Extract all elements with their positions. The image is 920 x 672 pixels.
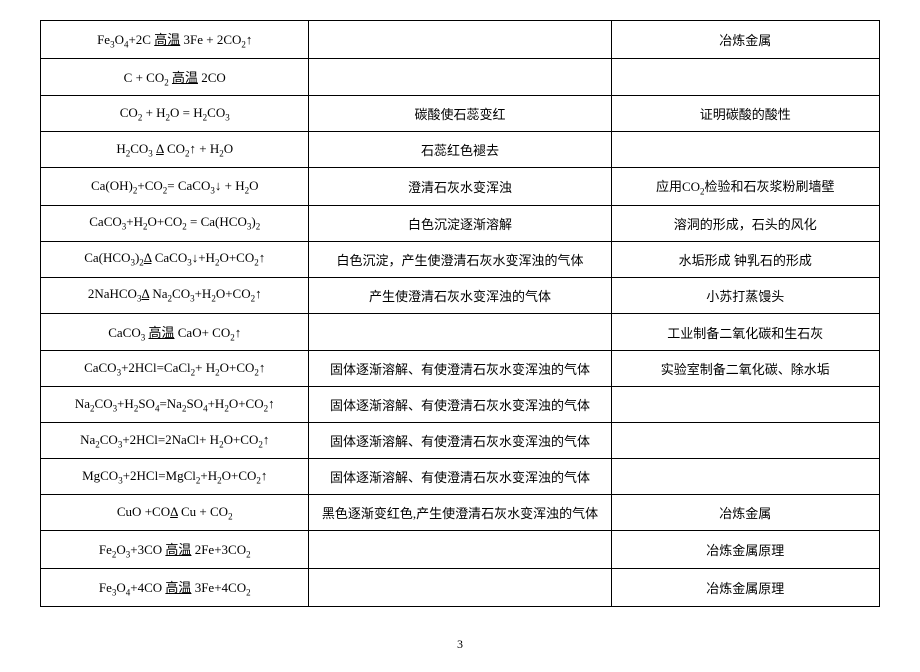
phenomenon-cell — [309, 313, 611, 351]
application-cell: 水垢形成 钟乳石的形成 — [611, 241, 880, 277]
table-row: CaCO3+H2O+CO2 = Ca(HCO3)2白色沉淀逐渐溶解溶洞的形成，石… — [41, 205, 880, 241]
application-cell: 溶洞的形成，石头的风化 — [611, 205, 880, 241]
equation-cell: CaCO3+2HCl=CaCl2+ H2O+CO2↑ — [41, 351, 309, 387]
table-row: Na2CO3+H2SO4=Na2SO4+H2O+CO2↑固体逐渐溶解、有使澄清石… — [41, 387, 880, 423]
application-cell: 小苏打蒸馒头 — [611, 277, 880, 313]
equation-cell: Fe3O4+4CO 高温 3Fe+4CO2 — [41, 568, 309, 606]
application-cell: 冶炼金属 — [611, 495, 880, 531]
phenomenon-cell: 白色沉淀逐渐溶解 — [309, 205, 611, 241]
table-row: CO2 + H2O = H2CO3碳酸使石蕊变红证明碳酸的酸性 — [41, 96, 880, 132]
phenomenon-cell: 黑色逐渐变红色,产生使澄清石灰水变浑浊的气体 — [309, 495, 611, 531]
equation-cell: Ca(OH)2+CO2= CaCO3↓ + H2O — [41, 168, 309, 206]
page-number: 3 — [40, 637, 880, 652]
table-row: 2NaHCO3Δ Na2CO3+H2O+CO2↑产生使澄清石灰水变浑浊的气体小苏… — [41, 277, 880, 313]
table-row: C + CO2 高温 2CO — [41, 58, 880, 96]
application-cell: 冶炼金属原理 — [611, 531, 880, 569]
equation-cell: 2NaHCO3Δ Na2CO3+H2O+CO2↑ — [41, 277, 309, 313]
table-body: Fe3O4+2C 高温 3Fe + 2CO2↑ 冶炼金属 C + CO2 高温 2C… — [41, 21, 880, 607]
application-cell: 冶炼金属 — [611, 21, 880, 59]
phenomenon-cell: 固体逐渐溶解、有使澄清石灰水变浑浊的气体 — [309, 423, 611, 459]
application-cell — [611, 387, 880, 423]
table-row: Fe3O4+4CO 高温 3Fe+4CO2 冶炼金属原理 — [41, 568, 880, 606]
equation-cell: CuO +COΔ Cu + CO2 — [41, 495, 309, 531]
application-cell: 证明碳酸的酸性 — [611, 96, 880, 132]
phenomenon-cell: 固体逐渐溶解、有使澄清石灰水变浑浊的气体 — [309, 387, 611, 423]
application-cell — [611, 459, 880, 495]
equation-cell: C + CO2 高温 2CO — [41, 58, 309, 96]
equation-cell: H2CO3 Δ CO2↑ + H2O — [41, 132, 309, 168]
equation-cell: MgCO3+2HCl=MgCl2+H2O+CO2↑ — [41, 459, 309, 495]
application-cell: 应用CO2检验和石灰浆粉刷墙壁 — [611, 168, 880, 206]
application-cell — [611, 58, 880, 96]
phenomenon-cell — [309, 531, 611, 569]
phenomenon-cell: 产生使澄清石灰水变浑浊的气体 — [309, 277, 611, 313]
equation-cell: Fe3O4+2C 高温 3Fe + 2CO2↑ — [41, 21, 309, 59]
table-row: CaCO3 高温 CaO+ CO2↑ 工业制备二氧化碳和生石灰 — [41, 313, 880, 351]
phenomenon-cell: 石蕊红色褪去 — [309, 132, 611, 168]
equation-cell: Na2CO3+2HCl=2NaCl+ H2O+CO2↑ — [41, 423, 309, 459]
chemistry-equations-table: Fe3O4+2C 高温 3Fe + 2CO2↑ 冶炼金属 C + CO2 高温 2C… — [40, 20, 880, 607]
phenomenon-cell — [309, 58, 611, 96]
table-row: CaCO3+2HCl=CaCl2+ H2O+CO2↑固体逐渐溶解、有使澄清石灰水… — [41, 351, 880, 387]
table-row: Ca(HCO3)2Δ CaCO3↓+H2O+CO2↑白色沉淀，产生使澄清石灰水变… — [41, 241, 880, 277]
equation-cell: Fe2O3+3CO 高温 2Fe+3CO2 — [41, 531, 309, 569]
phenomenon-cell — [309, 21, 611, 59]
phenomenon-cell — [309, 568, 611, 606]
application-cell — [611, 132, 880, 168]
table-row: Na2CO3+2HCl=2NaCl+ H2O+CO2↑固体逐渐溶解、有使澄清石灰… — [41, 423, 880, 459]
table-row: Fe3O4+2C 高温 3Fe + 2CO2↑ 冶炼金属 — [41, 21, 880, 59]
equation-cell: CaCO3 高温 CaO+ CO2↑ — [41, 313, 309, 351]
phenomenon-cell: 白色沉淀，产生使澄清石灰水变浑浊的气体 — [309, 241, 611, 277]
phenomenon-cell: 碳酸使石蕊变红 — [309, 96, 611, 132]
equation-cell: Na2CO3+H2SO4=Na2SO4+H2O+CO2↑ — [41, 387, 309, 423]
table-row: Ca(OH)2+CO2= CaCO3↓ + H2O澄清石灰水变浑浊应用CO2检验… — [41, 168, 880, 206]
application-cell: 工业制备二氧化碳和生石灰 — [611, 313, 880, 351]
table-row: CuO +COΔ Cu + CO2黑色逐渐变红色,产生使澄清石灰水变浑浊的气体冶… — [41, 495, 880, 531]
table-row: Fe2O3+3CO 高温 2Fe+3CO2 冶炼金属原理 — [41, 531, 880, 569]
table-row: MgCO3+2HCl=MgCl2+H2O+CO2↑固体逐渐溶解、有使澄清石灰水变… — [41, 459, 880, 495]
application-cell: 冶炼金属原理 — [611, 568, 880, 606]
phenomenon-cell: 固体逐渐溶解、有使澄清石灰水变浑浊的气体 — [309, 459, 611, 495]
application-cell: 实验室制备二氧化碳、除水垢 — [611, 351, 880, 387]
application-cell — [611, 423, 880, 459]
equation-cell: CaCO3+H2O+CO2 = Ca(HCO3)2 — [41, 205, 309, 241]
phenomenon-cell: 澄清石灰水变浑浊 — [309, 168, 611, 206]
equation-cell: CO2 + H2O = H2CO3 — [41, 96, 309, 132]
table-row: H2CO3 Δ CO2↑ + H2O石蕊红色褪去 — [41, 132, 880, 168]
equation-cell: Ca(HCO3)2Δ CaCO3↓+H2O+CO2↑ — [41, 241, 309, 277]
phenomenon-cell: 固体逐渐溶解、有使澄清石灰水变浑浊的气体 — [309, 351, 611, 387]
